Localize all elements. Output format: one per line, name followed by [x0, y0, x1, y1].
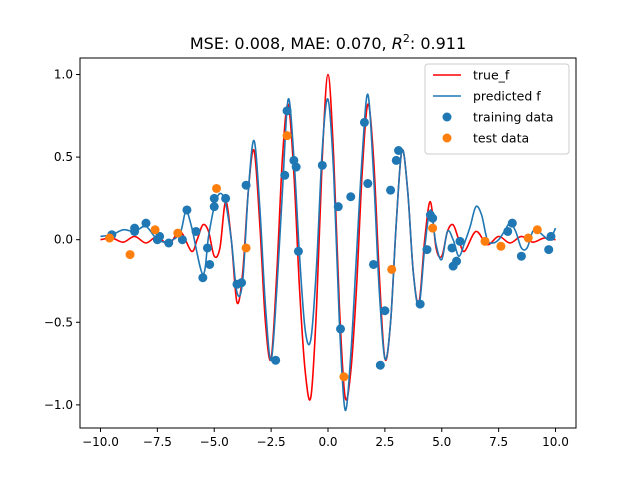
y-tick-label: 1.0: [54, 68, 73, 82]
plot-frame: [79, 57, 577, 429]
legend-box: [424, 63, 570, 155]
data-point-training-data: [271, 355, 281, 365]
data-point-test-data: [150, 225, 160, 235]
x-tick-label: 2.5: [375, 435, 394, 449]
data-point-test-data: [241, 243, 251, 253]
data-point-training-data: [428, 213, 438, 223]
x-tick-label: −5.0: [200, 435, 229, 449]
data-point-training-data: [516, 251, 526, 261]
legend: true_f predicted f training data test data: [424, 63, 570, 155]
data-point-training-data: [507, 218, 517, 228]
data-point-training-data: [346, 192, 356, 202]
data-point-training-data: [369, 259, 379, 269]
x-tick-label: 7.5: [489, 435, 508, 449]
legend-label: test data: [473, 131, 529, 146]
data-point-test-data: [532, 225, 542, 235]
x-tick-label: −2.5: [257, 435, 286, 449]
data-point-test-data: [339, 372, 349, 382]
legend-marker-swatch: [442, 112, 452, 122]
data-point-training-data: [209, 202, 219, 212]
data-point-training-data: [130, 226, 140, 236]
plot-series: [100, 73, 557, 412]
data-point-training-data: [141, 218, 151, 228]
data-point-training-data: [333, 202, 343, 212]
data-point-test-data: [282, 131, 292, 141]
data-point-training-data: [375, 360, 385, 370]
x-tick-label: −7.5: [143, 435, 172, 449]
data-point-training-data: [177, 235, 187, 245]
data-point-training-data: [291, 162, 301, 172]
legend-marker-swatch: [442, 133, 452, 143]
series-line-predicted-f: [100, 93, 557, 412]
data-point-training-data: [182, 205, 192, 215]
x-tick-label: −10.0: [82, 435, 119, 449]
data-point-training-data: [363, 179, 373, 189]
data-point-training-data: [280, 170, 290, 180]
y-tick-label: 0.5: [54, 150, 73, 164]
data-point-test-data: [105, 233, 115, 243]
data-point-training-data: [455, 236, 465, 246]
data-point-training-data: [546, 231, 556, 241]
data-point-training-data: [544, 245, 554, 255]
data-point-training-data: [198, 273, 208, 283]
data-point-training-data: [422, 245, 432, 255]
data-point-test-data: [173, 228, 183, 238]
data-point-training-data: [164, 238, 174, 248]
chart-title: MSE: 0.008, MAE: 0.070, R2: 0.911: [190, 32, 466, 53]
data-point-test-data: [125, 250, 135, 260]
data-point-test-data: [496, 241, 506, 251]
data-point-test-data: [387, 264, 397, 274]
y-tick-label: −1.0: [44, 398, 73, 412]
legend-label: predicted f: [473, 89, 541, 104]
data-point-training-data: [293, 246, 303, 256]
series-points-test-data: [105, 131, 542, 382]
data-point-training-data: [202, 243, 212, 253]
data-point-training-data: [447, 243, 457, 253]
data-point-training-data: [155, 231, 165, 241]
x-tick-label: 0.0: [318, 435, 337, 449]
data-point-training-data: [391, 155, 401, 165]
legend-label: training data: [473, 110, 554, 125]
x-tick-label: 10.0: [542, 435, 569, 449]
x-tick-label: 5.0: [432, 435, 451, 449]
data-point-training-data: [237, 278, 247, 288]
data-point-training-data: [386, 185, 396, 195]
data-point-test-data: [480, 236, 490, 246]
data-point-training-data: [205, 259, 215, 269]
y-axis: −1.0 −0.5 0.0 0.5 1.0: [44, 68, 80, 412]
data-point-training-data: [394, 146, 404, 155]
data-point-training-data: [503, 226, 513, 236]
data-point-training-data: [380, 306, 390, 316]
data-point-training-data: [415, 299, 425, 309]
data-point-training-data: [359, 117, 369, 127]
data-point-training-data: [317, 160, 327, 170]
data-point-training-data: [336, 324, 346, 334]
data-point-training-data: [209, 193, 219, 203]
data-point-training-data: [221, 193, 231, 203]
data-point-training-data: [452, 256, 462, 266]
y-tick-label: −0.5: [44, 315, 73, 329]
legend-label: true_f: [473, 68, 510, 83]
y-tick-label: 0.0: [54, 233, 73, 247]
data-point-test-data: [428, 223, 438, 233]
x-axis: −10.0 −7.5 −5.0 −2.5 0.0 2.5 5.0 7.5 10.0: [82, 428, 569, 449]
data-point-test-data: [212, 183, 222, 193]
data-point-training-data: [282, 106, 292, 116]
data-point-training-data: [191, 226, 201, 236]
data-point-training-data: [241, 180, 251, 190]
data-point-test-data: [523, 233, 533, 243]
